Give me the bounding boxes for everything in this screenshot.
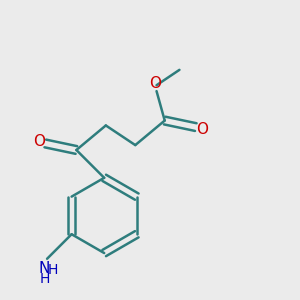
Text: N: N bbox=[39, 261, 50, 276]
Text: O: O bbox=[33, 134, 45, 149]
Text: H: H bbox=[39, 272, 50, 286]
Text: O: O bbox=[149, 76, 161, 92]
Text: O: O bbox=[196, 122, 208, 137]
Text: H: H bbox=[47, 262, 58, 277]
